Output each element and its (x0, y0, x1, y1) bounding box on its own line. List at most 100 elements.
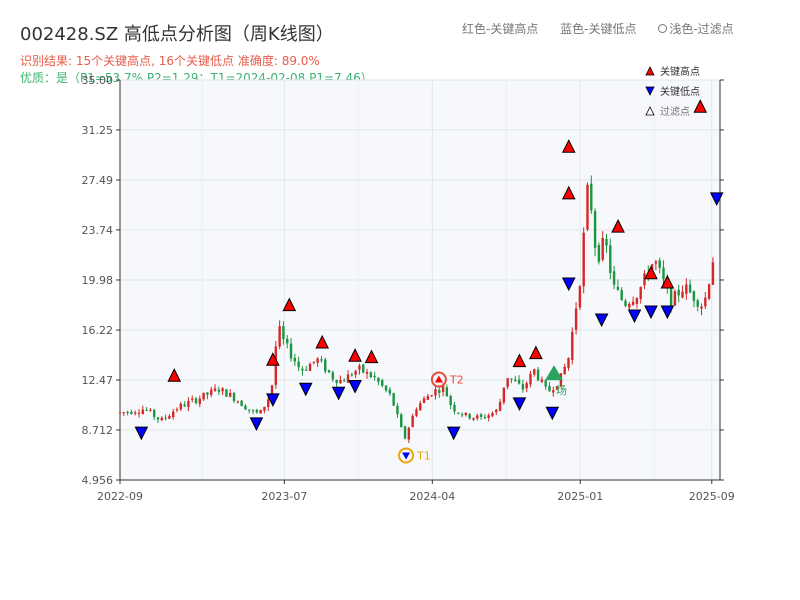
candle-body (278, 326, 281, 347)
candle-body (434, 389, 437, 396)
key-low-marker (644, 305, 658, 320)
key-low-marker (249, 417, 264, 431)
candle-body (244, 405, 247, 410)
key-low-marker (545, 406, 560, 421)
key-low-marker (594, 313, 609, 328)
candle-body (232, 392, 236, 401)
candle-body (179, 403, 183, 410)
candle-body (194, 398, 198, 404)
candle-body (609, 245, 612, 273)
subtitle-result: 识别结果: 15个关键高点, 16个关键低点 准确度: 89.0% (20, 54, 320, 68)
candle-body (605, 238, 608, 246)
candle-body (175, 409, 179, 411)
y-tick-label: 12.47 (82, 374, 114, 387)
candle-body (457, 412, 460, 414)
t2-circle (430, 371, 447, 388)
candle-body (567, 357, 570, 368)
candle-body (685, 284, 688, 294)
candle-body (601, 237, 604, 260)
candle-body (153, 409, 156, 417)
x-tick-label: 2025-01 (557, 490, 603, 503)
candle-body (240, 400, 243, 407)
candle-body (316, 358, 319, 363)
candle-body (438, 390, 441, 394)
candle-body (384, 385, 388, 391)
candle-body (350, 374, 354, 376)
candle-body (183, 404, 186, 407)
y-tick-label: 27.49 (82, 174, 114, 187)
candle-body (628, 304, 631, 308)
candle-body (582, 232, 585, 287)
candle-body (327, 370, 331, 373)
key-low-marker (512, 397, 527, 411)
key-high-marker (644, 265, 658, 280)
candle-body (700, 306, 703, 309)
candle-body (555, 386, 559, 390)
circle-icon (658, 24, 668, 33)
candle-body (377, 377, 380, 382)
candle-body (354, 370, 357, 375)
candle-body (156, 417, 160, 420)
legend-light: 浅色-过滤点 (669, 22, 734, 36)
key-low-marker (561, 277, 576, 292)
candle-body (624, 300, 627, 307)
legend-top: 红色-关键高点 蓝色-关键低点 浅色-过滤点 (462, 20, 752, 37)
candle-body (445, 387, 449, 397)
candle-body (460, 414, 464, 416)
candle-body (498, 402, 502, 411)
candle-body (172, 411, 175, 418)
x-tick-label: 2025-09 (689, 490, 735, 503)
candle-body (358, 365, 361, 370)
candle-body (225, 389, 228, 397)
key-high-marker (512, 353, 527, 368)
chart-title: 002428.SZ 高低点分析图（周K线图） (20, 24, 334, 45)
candle-body (293, 357, 297, 362)
candle-body (343, 380, 346, 382)
candle-body (707, 284, 711, 299)
candle-body (145, 409, 148, 411)
legend-low-label: 关键低点 (660, 85, 700, 98)
candle-body (289, 343, 293, 359)
candle-body (198, 398, 202, 404)
candle-body (540, 379, 544, 382)
candle-body (704, 297, 707, 307)
candle-body (381, 380, 384, 386)
key-high-marker (561, 185, 576, 200)
candle-body (688, 284, 692, 293)
candle-body (548, 386, 551, 392)
legend-low-icon (645, 86, 655, 96)
candle-body (248, 409, 251, 411)
candle-body (510, 378, 513, 380)
key-low-marker (446, 426, 461, 441)
candle-body (571, 331, 574, 360)
candle-body (616, 286, 620, 290)
candle-body (255, 409, 259, 413)
candle-body (403, 426, 407, 439)
candle-body (464, 412, 468, 416)
candle-body (122, 412, 126, 414)
t1-label: T1 (416, 449, 431, 462)
key-low-marker (266, 393, 280, 407)
candle-body (620, 290, 623, 300)
candle-body (468, 413, 471, 419)
candle-body (236, 401, 240, 403)
candle-body (483, 417, 487, 419)
y-tick-label: 16.22 (82, 324, 114, 337)
candle-body (331, 372, 335, 380)
t2-high-marker (434, 375, 443, 383)
candle-body (491, 412, 494, 417)
key-low-marker (348, 380, 362, 394)
y-tick-label: 35.00 (82, 74, 114, 87)
candle-body (301, 368, 304, 371)
candle-body (662, 267, 665, 280)
t1-circle (398, 447, 415, 464)
candle-body (590, 183, 593, 211)
candle-body (419, 403, 422, 411)
candle-body (369, 372, 373, 378)
candle-body (217, 389, 221, 392)
candle-body (312, 361, 316, 363)
candle-body (400, 414, 403, 428)
candle-body (118, 412, 122, 414)
candle-body (191, 398, 194, 400)
